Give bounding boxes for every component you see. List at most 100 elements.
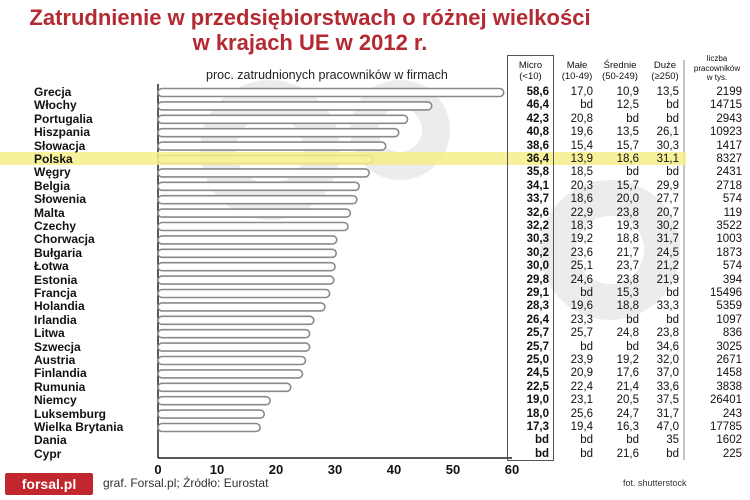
category-label: Irlandia — [34, 312, 77, 327]
table-cell-liczba: 1602 — [716, 434, 742, 447]
category-label: Łotwa — [34, 259, 69, 274]
category-label: Cypr — [34, 446, 62, 461]
x-tick-label: 40 — [386, 462, 402, 477]
table-cell-male: 18,5 — [570, 166, 593, 179]
table-cell-srednie: 21,7 — [616, 246, 639, 259]
table-cell-srednie: bd — [626, 434, 639, 447]
table-cell-liczba: 17785 — [710, 421, 742, 433]
bar — [157, 409, 265, 419]
table-cell-duze: 23,8 — [656, 327, 679, 340]
x-tick-label: 60 — [504, 462, 520, 477]
bar — [157, 369, 304, 379]
table-cell-male: 17,0 — [570, 86, 593, 98]
bar — [157, 302, 326, 312]
table-cell-liczba: 574 — [722, 193, 742, 206]
bar — [157, 288, 331, 299]
table-cell-duze: 37,5 — [656, 394, 679, 407]
table-cell-liczba: 243 — [722, 407, 742, 420]
forsal-logo: forsal.pl — [5, 473, 93, 495]
table-cell-duze: 26,1 — [656, 126, 679, 139]
table-cell-duze: 13,5 — [656, 86, 679, 98]
table-cell-micro: 33,7 — [526, 193, 549, 206]
table-cell-srednie: 23,8 — [616, 273, 639, 286]
category-label: Wielka Brytania — [34, 420, 124, 434]
table-cell-duze: 20,7 — [656, 206, 679, 219]
x-tick-label: 30 — [327, 462, 343, 477]
column-header-micro-label: Micro — [518, 60, 543, 71]
table-cell-liczba: 1417 — [716, 139, 742, 152]
table-cell-micro: 30,2 — [526, 246, 549, 259]
table-cell-srednie: 12,5 — [616, 99, 639, 112]
table-cell-duze: bd — [666, 447, 679, 460]
table-cell-duze: 47,0 — [656, 421, 679, 433]
category-label: Bułgaria — [34, 245, 83, 260]
table-cell-micro: 34,1 — [526, 179, 549, 192]
table-cell-srednie: 13,5 — [616, 126, 639, 139]
table-cell-liczba: 225 — [722, 447, 742, 460]
micro-column-box — [507, 55, 554, 461]
category-label: Luksemburg — [34, 406, 107, 421]
bar — [157, 248, 337, 259]
table-cell-srednie: 18,8 — [616, 233, 639, 246]
table-cell-micro: 32,2 — [526, 220, 549, 232]
table-cell-srednie: bd — [626, 112, 639, 125]
x-tick-label: 0 — [154, 462, 162, 477]
column-header-duze-range: (≥250) — [651, 71, 679, 82]
table-cell-micro: 22,5 — [526, 380, 549, 393]
table-cell-micro: 40,8 — [526, 126, 549, 139]
table-cell-srednie: 17,6 — [616, 367, 639, 380]
bar — [157, 355, 307, 366]
table-cell-male: 23,6 — [570, 246, 593, 259]
column-header-srednie-range: (50-249) — [602, 71, 638, 82]
category-label: Holandia — [34, 299, 85, 314]
category-label: Słowenia — [34, 192, 87, 207]
column-header-micro: Micro (<10) — [507, 60, 554, 82]
table-cell-liczba: 2943 — [716, 112, 742, 125]
table-cell-liczba: 1097 — [716, 313, 742, 326]
table-cell-micro: 24,5 — [526, 367, 549, 380]
table-cell-micro: 46,4 — [526, 99, 549, 112]
table-cell-duze: 21,9 — [656, 273, 679, 286]
table-cell-srednie: 19,3 — [616, 220, 639, 232]
column-header-srednie: Średnie (50-249) — [597, 60, 643, 82]
table-cell-male: 24,6 — [570, 273, 593, 286]
table-cell-micro: 25,0 — [526, 354, 549, 366]
category-label: Dania — [34, 433, 67, 448]
photo-credit: fot. shutterstock — [623, 478, 687, 488]
table-cell-duze: 30,3 — [656, 139, 679, 152]
table-cell-srednie: 24,7 — [616, 407, 639, 420]
table-cell-duze: 29,9 — [656, 179, 679, 192]
table-cell-male: 23,1 — [570, 394, 593, 407]
table-cell-duze: 37,0 — [656, 367, 679, 380]
table-cell-srednie: bd — [626, 166, 639, 179]
bar — [157, 208, 352, 218]
column-header-liczba: liczba pracowników w tys. — [686, 54, 748, 83]
table-cell-duze: bd — [666, 166, 679, 179]
table-cell-micro: 28,3 — [526, 300, 549, 313]
table-cell-liczba: 3522 — [716, 220, 742, 232]
table-cell-micro: 35,8 — [526, 166, 549, 179]
table-cell-duze: bd — [666, 313, 679, 326]
source-note: graf. Forsal.pl; Źródło: Eurostat — [103, 476, 269, 490]
table-cell-micro: bd — [534, 447, 549, 460]
table-cell-male: 15,4 — [570, 139, 593, 152]
table-cell-male: 19,4 — [570, 421, 593, 433]
table-cell-srednie: 10,9 — [616, 86, 639, 98]
highlight-row-polska — [0, 152, 686, 165]
table-cell-srednie: 15,3 — [616, 287, 639, 299]
category-label: Słowacja — [34, 138, 86, 153]
table-cell-male: 23,9 — [570, 354, 593, 366]
bars-group — [157, 87, 505, 433]
bar — [157, 127, 400, 138]
table-cell-male: 25,1 — [570, 260, 593, 273]
table-cell-male: 18,3 — [570, 220, 593, 232]
table-cell-male: 22,4 — [570, 380, 593, 393]
table-cell-duze: 31,7 — [656, 407, 679, 420]
column-header-liczba-line1: liczba — [706, 54, 728, 63]
table-cell-micro: 36,4 — [526, 153, 549, 165]
category-label: Litwa — [34, 326, 65, 341]
column-header-male-label: Małe — [566, 60, 588, 71]
table-cell-srednie: 23,8 — [616, 206, 639, 219]
table-cell-srednie: bd — [626, 313, 639, 326]
category-label: Chorwacja — [34, 232, 95, 247]
